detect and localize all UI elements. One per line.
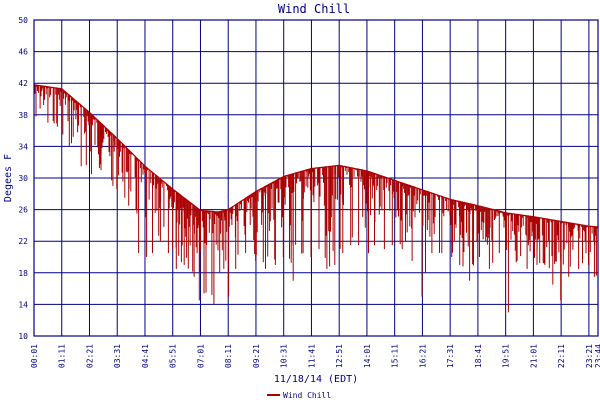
y-tick-label: 30 [18, 174, 28, 183]
x-tick-label: 14:01 [363, 344, 372, 368]
x-tick-label: 04:41 [141, 344, 150, 368]
y-tick-label: 46 [18, 48, 28, 57]
y-tick-label: 22 [18, 237, 28, 246]
y-tick-label: 26 [18, 206, 28, 215]
y-tick-label: 10 [18, 332, 28, 341]
x-tick-label: 09:21 [252, 344, 261, 368]
y-tick-label: 38 [18, 111, 28, 120]
x-tick-label: 00:01 [30, 344, 39, 368]
x-tick-label: 16:21 [418, 344, 427, 368]
x-tick-label: 10:31 [280, 344, 289, 368]
y-tick-label: 50 [18, 16, 28, 25]
x-tick-label: 11:41 [307, 344, 316, 368]
x-tick-label: 01:11 [58, 344, 67, 368]
y-tick-label: 14 [18, 300, 28, 309]
legend-label: Wind Chill [283, 391, 331, 400]
x-tick-label: 03:31 [113, 344, 122, 368]
x-tick-label: 22:11 [557, 344, 566, 368]
x-tick-label: 21:01 [529, 344, 538, 368]
x-tick-label: 12:51 [335, 344, 344, 368]
x-tick-label: 23:44 [594, 344, 600, 368]
y-tick-label: 42 [18, 79, 28, 88]
x-tick-label: 15:11 [391, 344, 400, 368]
y-tick-label: 34 [18, 142, 28, 151]
x-tick-label: 05:51 [169, 344, 178, 368]
y-tick-label: 18 [18, 269, 28, 278]
x-tick-label: 18:41 [474, 344, 483, 368]
y-tick-labels: 10 14 18 22 26 30 34 38 42 46 50 [18, 16, 28, 341]
x-tick-label: 02:21 [85, 344, 94, 368]
x-tick-label: 19:51 [502, 344, 511, 368]
chart-title: Wind Chill [278, 2, 350, 16]
x-tick-label: 08:11 [224, 344, 233, 368]
x-tick-label: 07:01 [196, 344, 205, 368]
y-axis-label: Degees F [3, 154, 14, 202]
wind-chill-series [33, 84, 599, 313]
x-tick-label: 17:31 [446, 344, 455, 368]
legend: Wind Chill [267, 391, 331, 400]
x-axis-label: 11/18/14 (EDT) [274, 374, 358, 385]
plot-border [33, 19, 599, 337]
x-tick-label: 23:21 [585, 344, 594, 368]
x-tick-labels: 00:01 01:11 02:21 03:31 04:41 05:51 07:01 08:11… [30, 344, 600, 368]
